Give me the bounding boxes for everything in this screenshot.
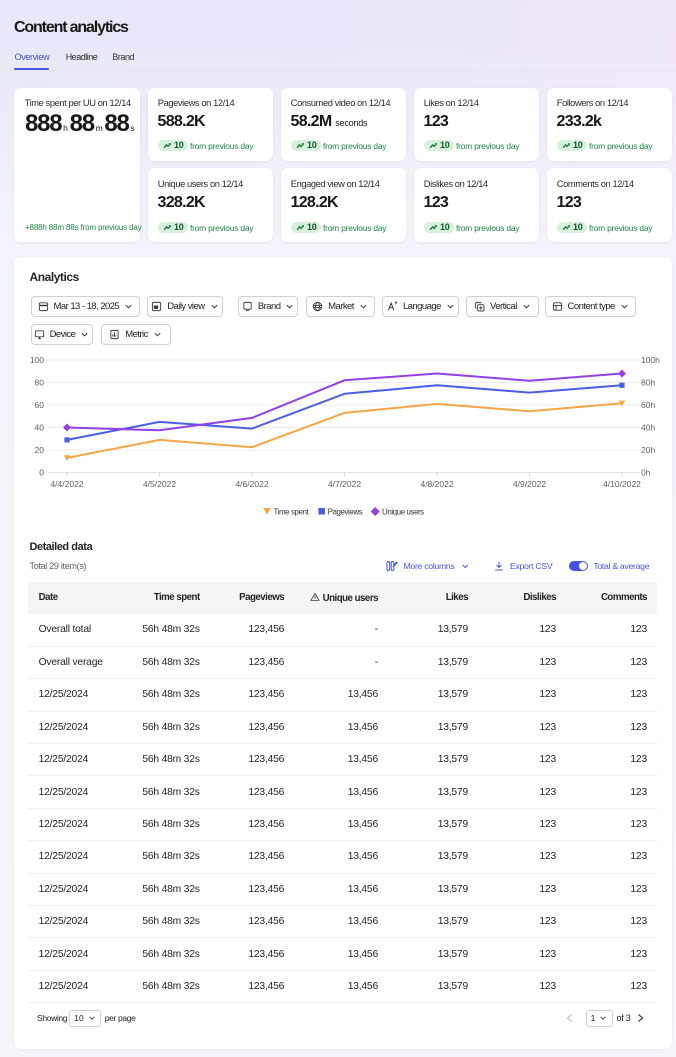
svg-text:4/5/2022: 4/5/2022 <box>143 479 176 489</box>
svg-text:0: 0 <box>39 468 44 478</box>
svg-text:4/10/2022: 4/10/2022 <box>603 479 641 489</box>
svg-text:60h: 60h <box>641 400 655 410</box>
svg-text:0h: 0h <box>641 468 651 478</box>
svg-text:40h: 40h <box>641 423 655 433</box>
svg-text:4/8/2022: 4/8/2022 <box>420 479 453 489</box>
svg-text:40: 40 <box>35 423 45 433</box>
svg-text:Time spent: Time spent <box>274 508 310 517</box>
svg-text:4/9/2022: 4/9/2022 <box>513 479 546 489</box>
svg-text:80h: 80h <box>641 378 655 388</box>
svg-text:4/7/2022: 4/7/2022 <box>328 479 361 489</box>
svg-text:60: 60 <box>35 400 45 410</box>
svg-text:Unique users: Unique users <box>382 508 424 517</box>
svg-text:4/4/2022: 4/4/2022 <box>50 479 83 489</box>
svg-text:80: 80 <box>35 378 45 388</box>
svg-text:4/6/2022: 4/6/2022 <box>235 479 268 489</box>
svg-text:Pageviews: Pageviews <box>328 508 363 517</box>
svg-text:20h: 20h <box>641 445 655 455</box>
svg-text:20: 20 <box>35 445 45 455</box>
svg-text:100h: 100h <box>641 355 660 365</box>
svg-text:100: 100 <box>30 355 44 365</box>
